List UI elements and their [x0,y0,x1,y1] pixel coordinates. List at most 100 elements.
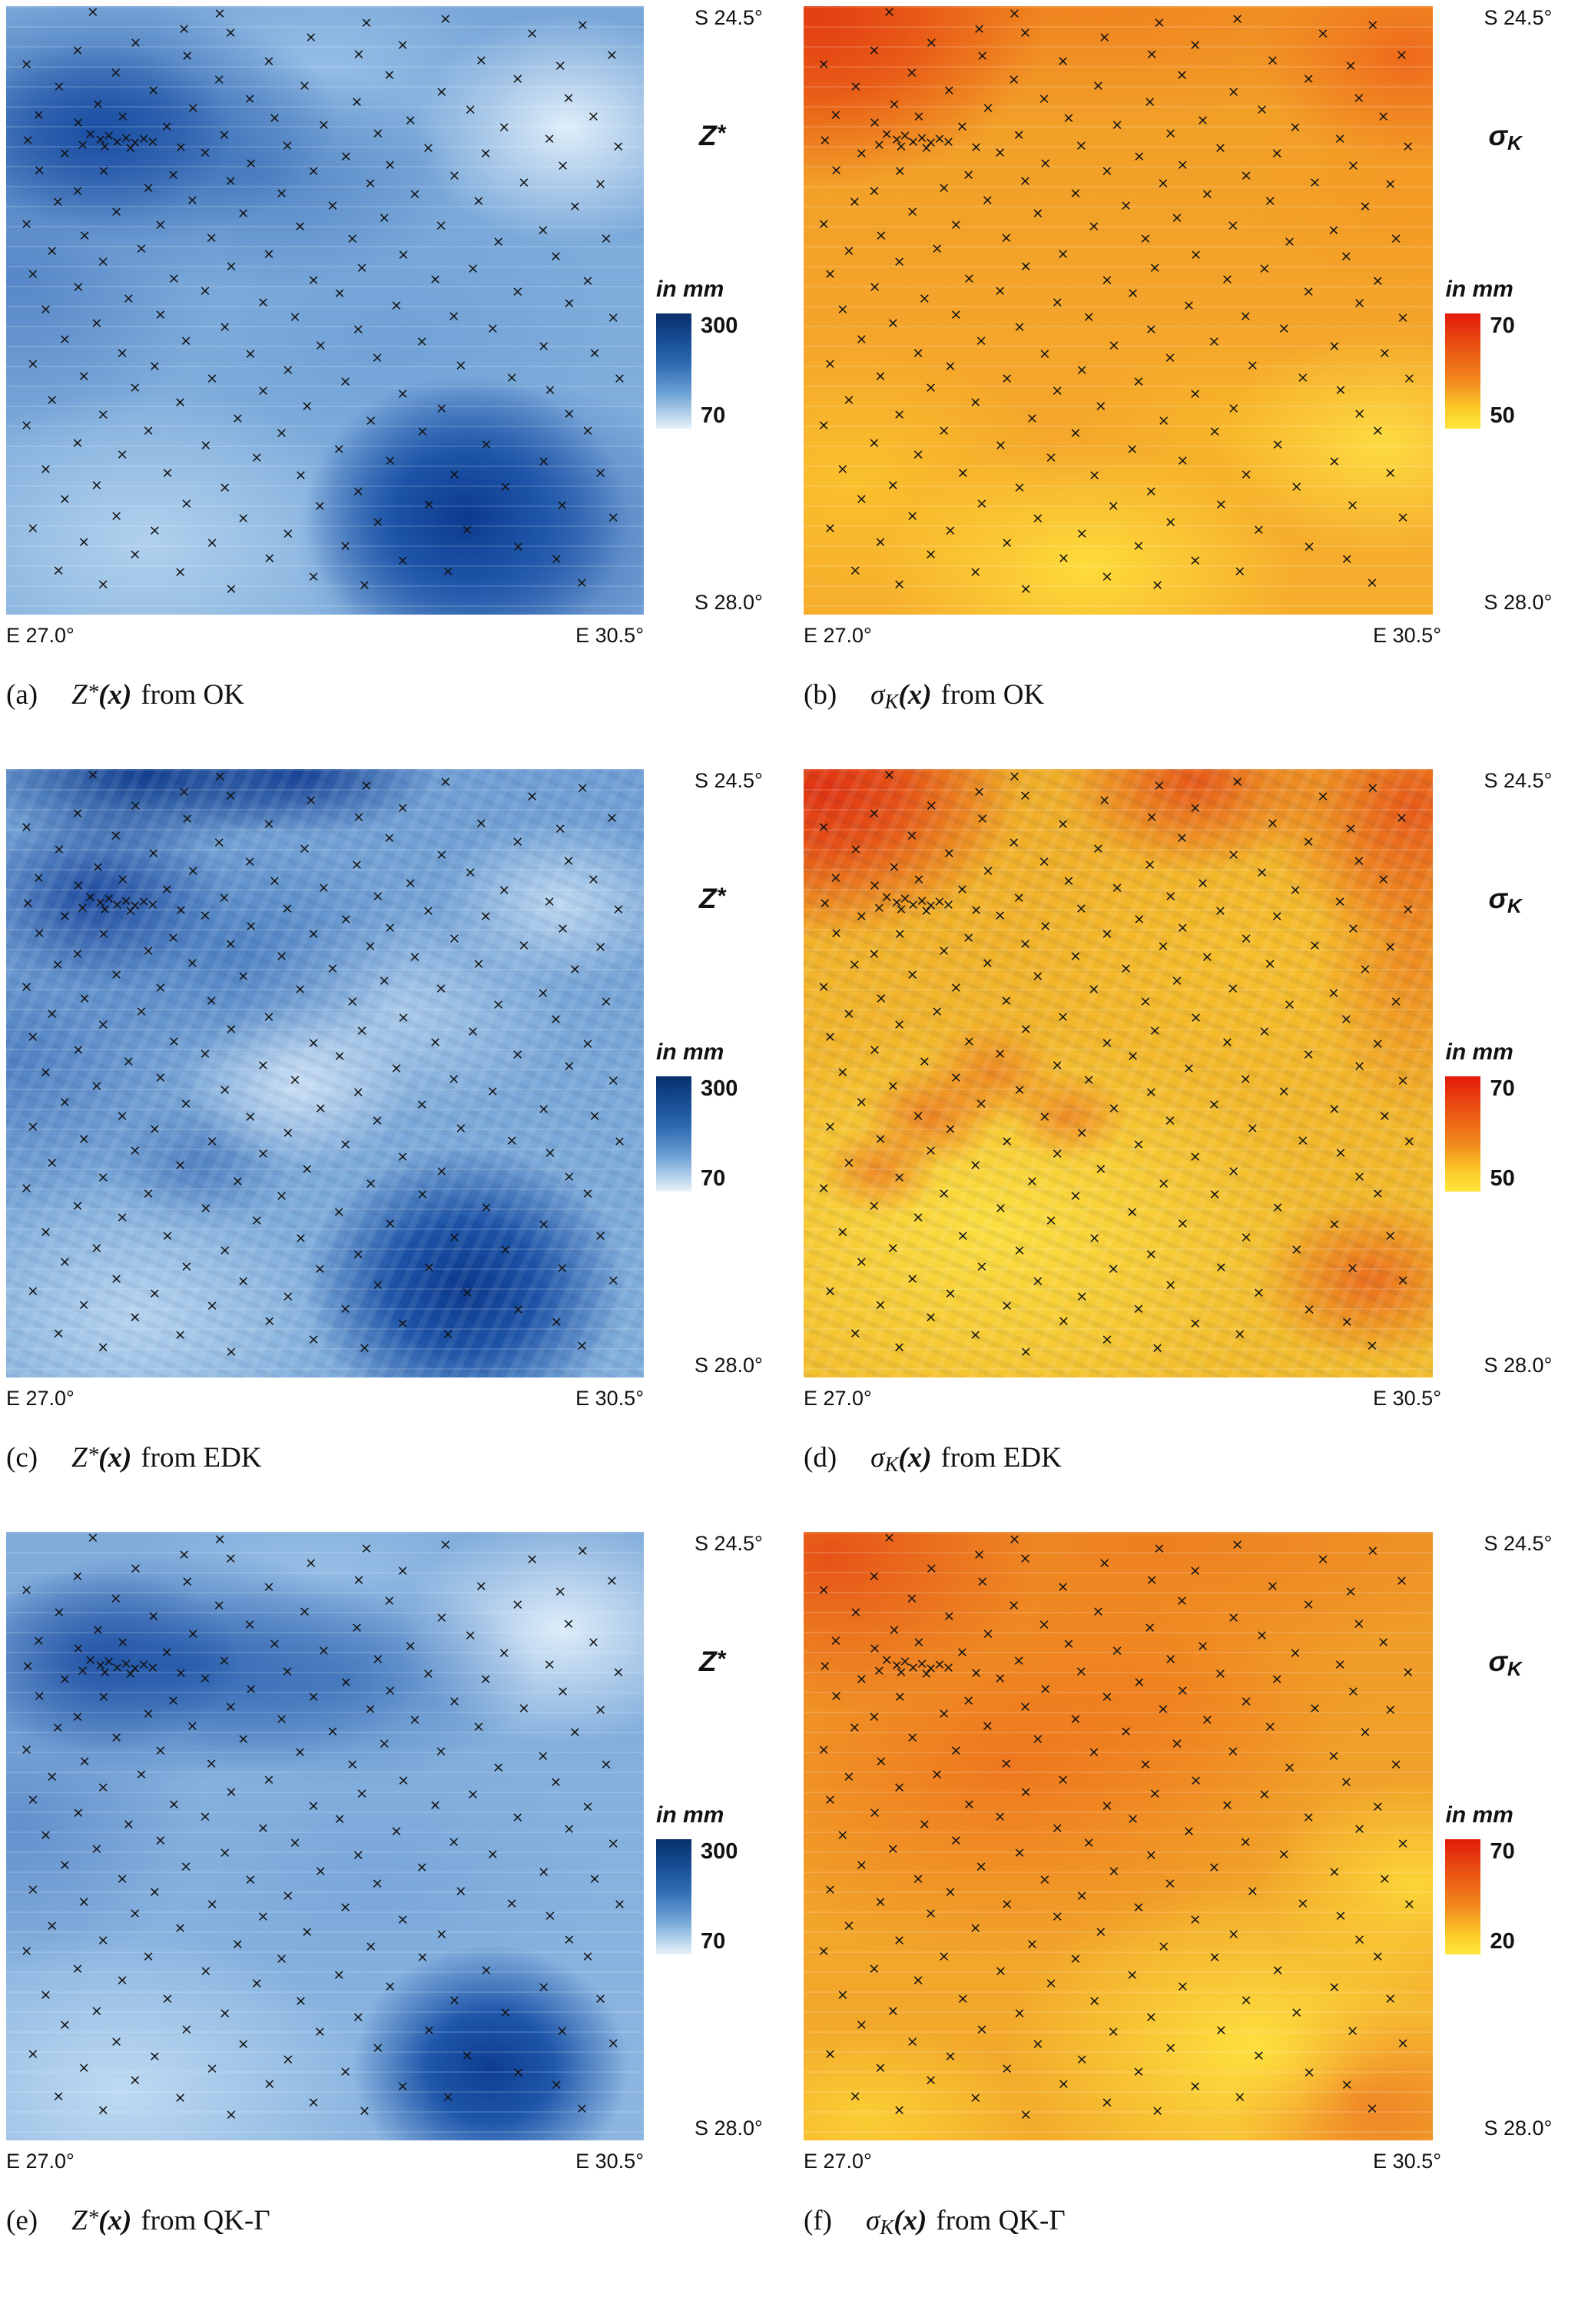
station-marker: × [575,1337,588,1354]
station-marker: × [39,1223,52,1241]
station-marker: × [447,307,460,325]
station-marker: × [824,1118,837,1135]
station-marker: × [32,1632,45,1649]
station-marker: × [1076,2050,1089,2068]
station-marker: × [76,1662,89,1679]
station-marker: × [824,1282,837,1300]
station-marker: × [346,1755,359,1773]
station-marker: × [605,809,618,827]
station-marker: × [607,509,620,526]
station-marker: × [480,1198,492,1216]
lat-label-top: S 24.5° [1484,6,1553,29]
station-marker: × [1328,984,1340,1002]
station-marker: × [90,1840,103,1858]
station-marker: × [148,1120,161,1138]
station-marker: × [1051,293,1064,311]
lon-labels: E 27.0° E 30.5° [804,2140,1441,2173]
station-marker: × [313,2023,327,2041]
station-marker: × [262,52,275,70]
station-marker: × [134,1765,148,1783]
station-marker: × [300,397,313,415]
station-marker: × [71,41,84,59]
station-marker: × [333,1810,346,1828]
lon-right: E 30.5° [575,2150,644,2173]
station-marker: × [906,2033,919,2050]
station-marker: × [893,1779,906,1796]
station-marker: × [167,1692,180,1709]
station-marker: × [39,1986,52,2004]
station-marker: × [423,1258,436,1276]
station-marker: × [817,1179,830,1197]
station-marker: × [1346,496,1359,514]
lon-right: E 30.5° [1373,1387,1441,1410]
station-marker: × [855,1856,868,1874]
station-marker: × [51,956,65,973]
station-marker: × [575,2100,588,2117]
station-marker: × [575,574,588,592]
station-marker: × [962,166,975,184]
station-marker: × [874,1296,887,1314]
station-marker: × [52,1324,65,1342]
station-marker: × [396,36,409,54]
station-marker: × [275,1950,288,1968]
station-marker: × [843,242,855,260]
station-marker: × [1221,270,1234,288]
station-marker: × [1201,1711,1214,1729]
heatmap-a: × × × × × × × × × × × × × × × × × × × × × × × × × × × × × × × × × × × × × × × ×… [6,6,644,615]
station-marker: × [1051,1819,1064,1837]
station-marker: × [888,95,900,113]
station-marker: × [1189,246,1202,264]
station-marker: × [893,1016,906,1033]
heatmap-e: × × × × × × × × × × × × × × × × × × × × × × × × × × × × × × × × × × × × × × × ×… [6,1532,644,2140]
station-marker: × [439,773,452,791]
station-marker: × [933,893,946,910]
station-marker: × [206,2060,219,2077]
station-marker: × [167,1033,181,1050]
colorbar-gradient [1445,1076,1481,1192]
station-marker: × [237,204,250,222]
station-marker: × [549,1773,562,1790]
station-marker: × [304,1554,317,1572]
station-marker: × [607,1072,620,1089]
station-marker: × [397,1009,410,1026]
caption-e: (e) Z*(x) from QK-Γ [6,2205,270,2236]
station-marker: × [1189,1562,1202,1580]
station-marker: × [1258,1023,1271,1040]
station-marker: × [435,399,448,416]
station-marker: × [893,253,906,270]
station-marker: × [20,1741,33,1759]
station-marker: × [925,1560,938,1577]
station-marker: × [581,272,594,290]
station-marker: × [390,1822,403,1840]
station-marker: × [1302,283,1315,300]
station-marker: × [1063,1635,1075,1653]
station-marker: × [1341,550,1354,568]
station-marker: × [161,1990,174,2007]
station-marker: × [231,1172,244,1190]
station-marker: × [1208,333,1221,350]
station-marker: × [20,215,33,233]
station-marker: × [943,1883,956,1901]
station-marker: × [855,330,868,348]
station-marker: × [447,1833,460,1851]
station-marker: × [58,1253,71,1271]
station-marker: × [930,1003,943,1020]
colorbar-gradient [1445,1839,1481,1954]
station-marker: × [416,1185,429,1203]
station-marker: × [830,924,843,942]
station-marker: × [1153,1540,1165,1557]
station-marker: × [180,495,193,512]
station-marker: × [916,892,929,910]
station-marker: × [364,1175,377,1192]
station-marker: × [58,1093,71,1111]
side-annotations-f: S 24.5° σK in mm 70 20 S 28.0° [1433,1532,1582,2140]
station-marker: × [1240,1991,1253,2009]
station-marker: × [1214,1665,1227,1682]
station-marker: × [479,1670,492,1688]
station-marker: × [71,877,85,894]
station-marker: × [257,382,270,399]
station-marker: × [1334,1144,1347,1162]
station-marker: × [396,1562,409,1580]
station-marker: × [281,1887,294,1905]
station-marker: × [52,2087,65,2105]
